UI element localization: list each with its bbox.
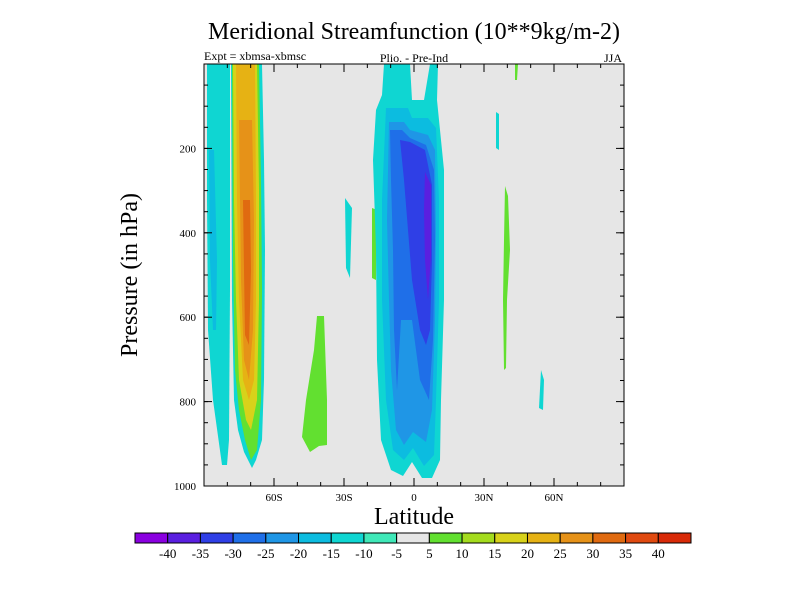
colorbar-swatch bbox=[265, 532, 300, 544]
colorbar-label: 20 bbox=[521, 546, 534, 561]
axis-ticks: 60S 30S 0 30N 60N 200 400 600 800 1000 bbox=[174, 64, 625, 504]
x-tick-label: 30N bbox=[475, 492, 494, 504]
contour-region bbox=[209, 150, 217, 330]
experiment-label: Expt = xbmsa-xbmsc bbox=[204, 49, 306, 63]
x-axis-label: Latitude bbox=[374, 504, 454, 530]
x-tick-label: 0 bbox=[411, 492, 417, 504]
contour-region bbox=[302, 316, 327, 452]
colorbar-swatch bbox=[134, 532, 169, 544]
colorbar-label: -30 bbox=[224, 546, 241, 561]
colorbar-swatch bbox=[592, 532, 627, 544]
colorbar-swatch bbox=[330, 532, 365, 544]
colorbar-label: -25 bbox=[257, 546, 274, 561]
colorbar-label: 25 bbox=[554, 546, 567, 561]
colorbar-swatch bbox=[526, 532, 561, 544]
colorbar-swatch bbox=[559, 532, 594, 544]
contour-region bbox=[243, 200, 251, 345]
x-tick-label: 60N bbox=[545, 492, 564, 504]
colorbar-label: -15 bbox=[323, 546, 340, 561]
colorbar-swatch bbox=[232, 532, 267, 544]
y-tick-label: 400 bbox=[180, 228, 197, 240]
colorbar-label: -40 bbox=[159, 546, 176, 561]
y-tick-label: 800 bbox=[180, 397, 197, 409]
colorbar-label: -35 bbox=[192, 546, 209, 561]
colorbar-label: -20 bbox=[290, 546, 307, 561]
colorbar-swatch bbox=[625, 532, 659, 544]
contour-field bbox=[207, 64, 544, 478]
contour-region bbox=[400, 140, 432, 345]
season-label: JJA bbox=[604, 51, 622, 65]
y-tick-label: 1000 bbox=[174, 481, 197, 493]
colorbar-label: -5 bbox=[391, 546, 402, 561]
x-tick-label: 30S bbox=[335, 492, 352, 504]
x-tick-label: 60S bbox=[265, 492, 282, 504]
colorbar-label: 15 bbox=[488, 546, 501, 561]
y-tick-label: 600 bbox=[180, 312, 197, 324]
colorbar-swatch bbox=[167, 532, 201, 544]
y-tick-label: 200 bbox=[180, 143, 197, 155]
chart-title: Meridional Streamfunction (10**9kg/m-2) bbox=[208, 19, 620, 45]
colorbar-swatch bbox=[461, 532, 496, 544]
colorbar-label: -10 bbox=[355, 546, 372, 561]
comparison-label: Plio. - Pre-Ind bbox=[380, 51, 448, 65]
contour-region bbox=[424, 172, 431, 300]
colorbar-swatch bbox=[363, 532, 398, 544]
contour-region bbox=[503, 186, 510, 370]
colorbar-label: 5 bbox=[426, 546, 433, 561]
colorbar: -40 -35 -30 -25 -20 -15 -10 -5 5 10 15 20 25 30 35 40 bbox=[134, 532, 692, 561]
colorbar-swatch bbox=[298, 532, 332, 544]
contour-region bbox=[515, 64, 518, 80]
colorbar-label: 10 bbox=[456, 546, 469, 561]
contour-region bbox=[539, 370, 544, 410]
colorbar-label: 40 bbox=[652, 546, 665, 561]
colorbar-swatch bbox=[199, 532, 234, 544]
colorbar-label: 30 bbox=[586, 546, 599, 561]
colorbar-swatch bbox=[657, 532, 692, 544]
y-axis-label: Pressure (in hPa) bbox=[117, 193, 143, 357]
colorbar-swatch bbox=[396, 532, 430, 544]
contour-region bbox=[496, 112, 499, 150]
colorbar-swatch bbox=[494, 532, 528, 544]
colorbar-swatch bbox=[428, 532, 463, 544]
contour-region bbox=[345, 198, 352, 278]
colorbar-label: 35 bbox=[619, 546, 632, 561]
